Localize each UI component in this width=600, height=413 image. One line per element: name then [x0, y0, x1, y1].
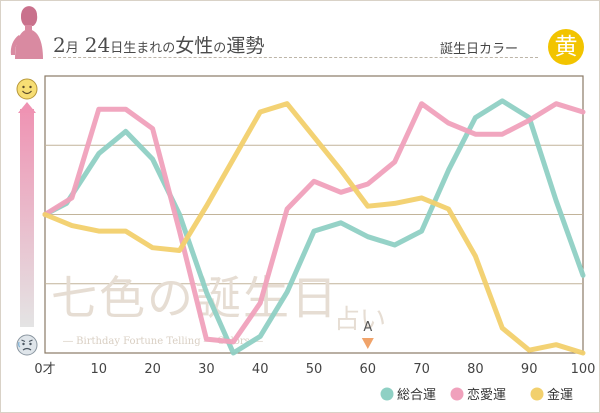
birth-day: 24: [84, 33, 111, 57]
title-fortune: 運勢: [226, 35, 265, 57]
face-circle: [16, 78, 38, 100]
header: 2月 24日生まれの女性の運勢 誕生日カラー 黄: [1, 1, 599, 67]
title-woman: 女性: [175, 35, 214, 57]
watermark-uranai: 占い: [334, 305, 386, 335]
x-tick-label: 100: [571, 362, 596, 377]
birth-color-label: 誕生日カラー: [440, 42, 519, 57]
face-eye: [29, 342, 32, 346]
watermark-subtitle: ― Birthday Fortune Telling ― Colors ―: [63, 336, 263, 347]
legend-label: 総合運: [397, 388, 436, 403]
face-eye: [22, 85, 25, 89]
face-eye: [22, 342, 25, 346]
x-tick-label: 40: [252, 362, 269, 377]
page-title: 2月 24日生まれの女性の運勢: [53, 31, 264, 58]
face-mouth: [22, 90, 32, 95]
series-line-2: [42, 101, 586, 345]
birth-color-badge: 黄: [548, 29, 584, 65]
month-unit: 月: [65, 41, 79, 56]
x-tick-label: 60: [360, 362, 377, 377]
face-mouth: [22, 347, 32, 351]
x-tick-label: 30: [198, 362, 215, 377]
smile-face-icon: [16, 78, 38, 100]
face-sweat: [18, 341, 21, 348]
legend-marker: [380, 387, 394, 401]
day-unit: 日: [110, 41, 124, 56]
x-tick-label: 80: [467, 362, 484, 377]
marker-label: A: [363, 320, 372, 335]
face-eye: [29, 85, 32, 89]
series-line-3: [42, 101, 586, 356]
worried-face-icon: [16, 334, 38, 356]
title-no: の: [213, 41, 227, 56]
legend-label: 金運: [547, 387, 573, 403]
title-suffix: 生まれの: [123, 41, 176, 56]
x-tick-label: 50: [306, 362, 323, 377]
x-tick-label: 10: [91, 362, 108, 377]
face-brows: [21, 339, 33, 342]
legend-marker: [530, 387, 544, 401]
fortune-scale-bar: [20, 109, 34, 327]
scale-arrow-icon: [18, 102, 36, 113]
marker-arrow-icon: [361, 338, 374, 349]
x-tick-label: 0才: [34, 362, 55, 377]
x-tick-label: 90: [521, 362, 538, 377]
birth-month: 2: [53, 33, 66, 57]
woman-silhouette-icon: [10, 6, 43, 59]
title-divider: [53, 57, 538, 58]
x-tick-label: 20: [144, 362, 161, 377]
face-circle: [16, 334, 38, 356]
x-tick-label: 70: [413, 362, 430, 377]
series-line-1: [42, 98, 586, 356]
legend-label: 恋愛運: [467, 387, 506, 403]
legend-marker: [450, 387, 464, 401]
